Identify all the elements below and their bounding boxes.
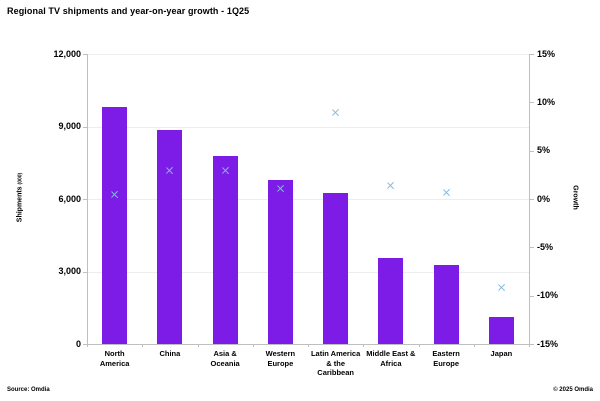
bar-1 <box>102 107 128 344</box>
category-label-1: North America <box>99 349 130 368</box>
category-label-7: Eastern Europe <box>432 349 460 368</box>
bar-4 <box>267 179 293 344</box>
left-axis-tick-label: 3,000 <box>58 266 81 276</box>
category-axis-tick <box>197 344 199 347</box>
growth-marker-2 <box>165 166 174 175</box>
right-axis-tick <box>530 295 534 297</box>
category-axis-tick <box>418 344 420 347</box>
right-axis-title: Growth <box>572 53 579 343</box>
bar-6 <box>378 258 404 344</box>
left-axis-tick <box>83 126 87 128</box>
right-axis-line <box>529 54 530 344</box>
source-note: Source: Omdia <box>7 387 50 393</box>
right-axis-title-text: Growth <box>571 185 579 210</box>
left-axis-tick <box>83 344 87 345</box>
category-axis-tick <box>529 344 530 347</box>
left-axis-line <box>87 54 88 344</box>
left-axis-tick <box>83 54 87 55</box>
right-axis-tick <box>530 102 534 104</box>
growth-marker-1 <box>110 190 119 199</box>
growth-marker-6 <box>386 181 395 190</box>
bar-8 <box>488 317 514 344</box>
category-label-6: Middle East & Africa <box>366 349 416 368</box>
bar-2 <box>157 130 183 344</box>
left-axis-title-text: Shipments <box>16 186 24 223</box>
gridline <box>87 126 529 128</box>
right-axis-tick-label: 5% <box>537 145 551 156</box>
right-axis-tick <box>530 199 534 200</box>
chart-title: Regional TV shipments and year-on-year g… <box>7 6 250 16</box>
category-axis-tick <box>87 344 88 347</box>
right-axis-tick <box>530 344 534 345</box>
left-axis-tick-label: 9,000 <box>58 121 81 131</box>
gridline <box>87 271 529 273</box>
category-axis-tick <box>473 344 475 347</box>
left-axis-title: Shipments (000) <box>17 53 24 343</box>
category-axis-tick <box>252 344 254 347</box>
copyright-note: © 2025 Omdia <box>553 387 593 393</box>
bar-5 <box>323 192 349 344</box>
bar-3 <box>212 155 238 344</box>
right-axis-tick-label: -5% <box>537 241 554 252</box>
category-axis-tick <box>363 344 365 347</box>
right-axis-tick-label: 0% <box>537 193 551 204</box>
left-axis-tick-label: 0 <box>75 338 81 349</box>
right-axis-tick-label: 15% <box>537 48 556 59</box>
left-axis-tick-label: 6,000 <box>58 193 81 204</box>
gridline <box>87 54 529 55</box>
bar-7 <box>433 265 459 344</box>
category-axis-tick <box>142 344 144 347</box>
growth-marker-5 <box>331 108 340 117</box>
right-axis-tick-label: -15% <box>537 338 559 349</box>
left-axis-tick-label: 12,000 <box>53 48 81 59</box>
gridline <box>87 199 529 200</box>
left-axis-tick <box>83 271 87 273</box>
category-label-8: Japan <box>490 349 513 358</box>
left-axis-title-units: (000) <box>17 172 24 185</box>
right-axis-tick-label: 10% <box>537 96 556 107</box>
category-axis-tick <box>308 344 309 347</box>
right-axis-tick-label: -10% <box>537 290 559 301</box>
right-axis-tick <box>530 247 534 249</box>
growth-marker-7 <box>442 188 451 197</box>
left-axis-tick <box>83 199 87 200</box>
growth-marker-8 <box>497 283 506 292</box>
category-label-4: Western Europe <box>265 349 296 368</box>
category-label-5: Latin America & the Caribbean <box>310 349 361 377</box>
category-label-2: China <box>159 349 181 358</box>
right-axis-tick <box>530 54 534 55</box>
category-label-3: Asia & Oceania <box>210 349 240 368</box>
right-axis-tick <box>530 150 534 152</box>
growth-marker-4 <box>276 184 285 193</box>
growth-marker-3 <box>221 166 230 175</box>
